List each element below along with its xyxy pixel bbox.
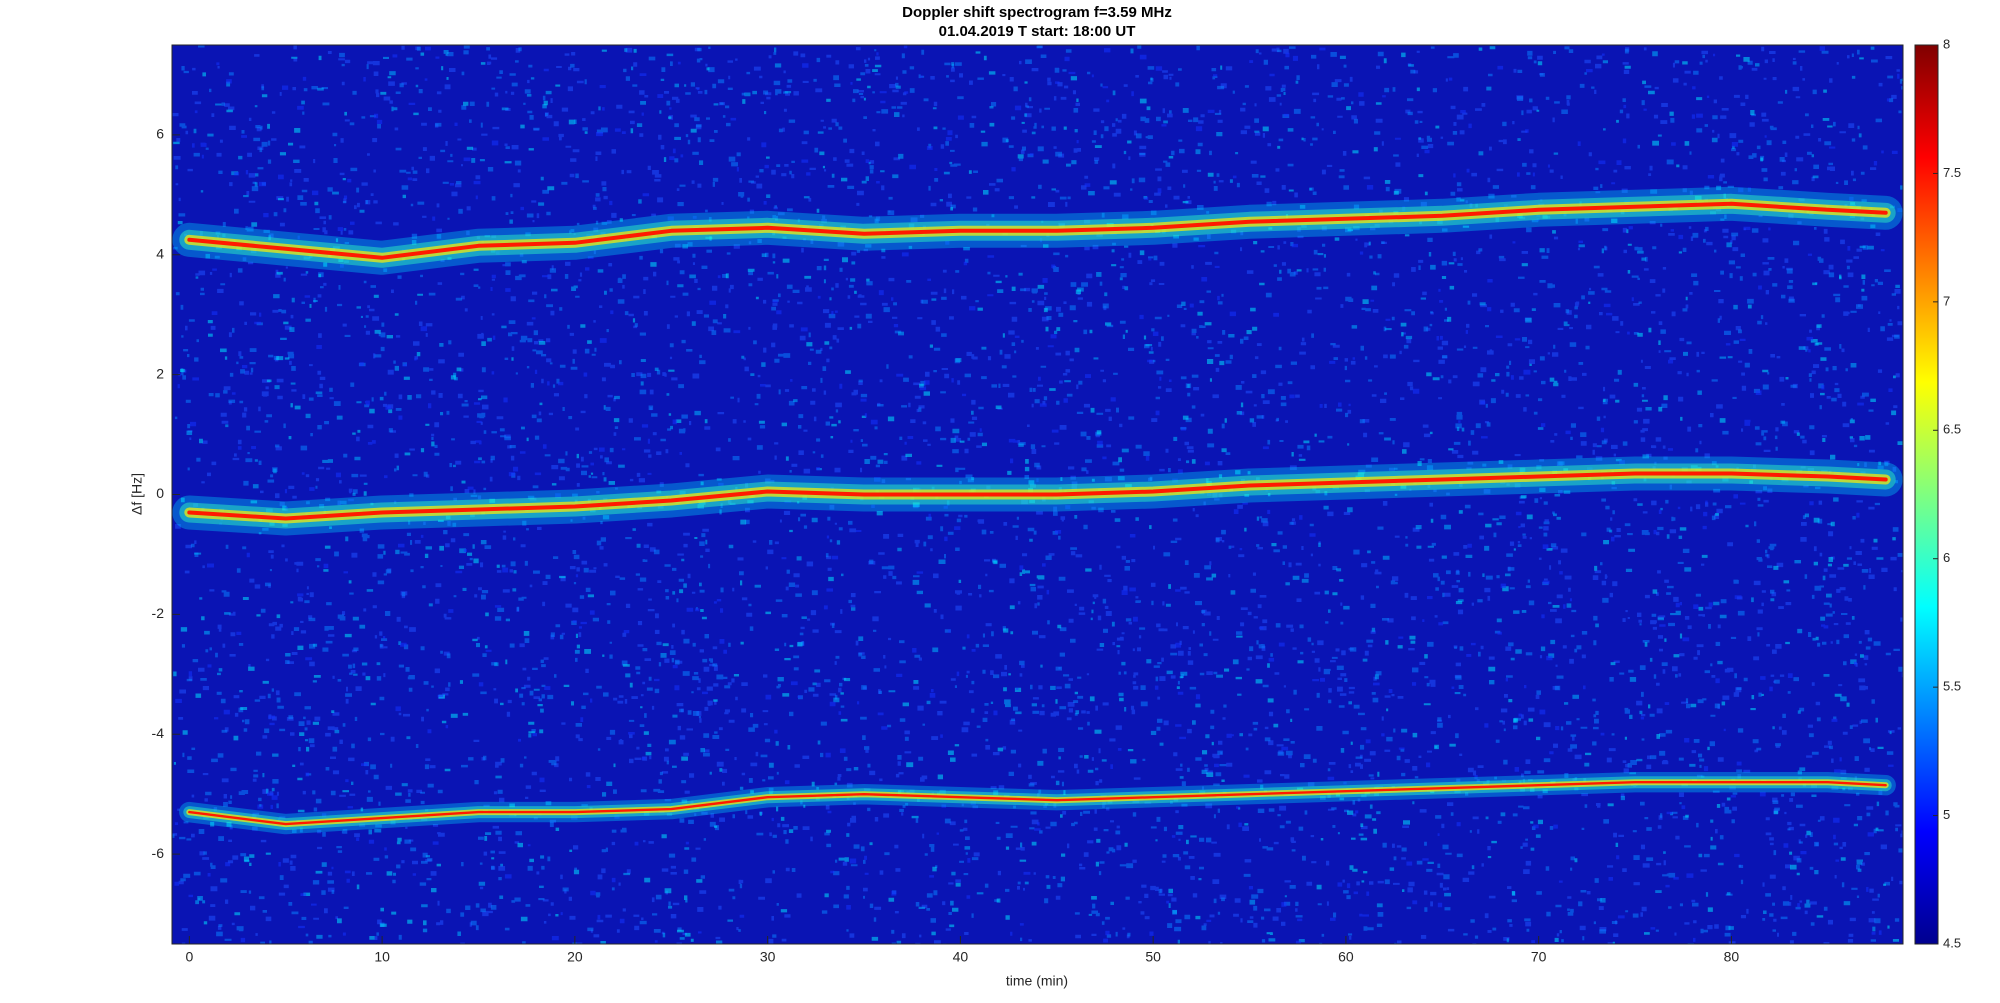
colorbar-tick-label: 7.5 [1943,165,1961,180]
chart-subtitle: 01.04.2019 T start: 18:00 UT [939,23,1136,40]
x-tick-label: 40 [953,949,969,965]
band-trace [188,781,1887,826]
y-tick-label: -6 [152,845,165,861]
x-tick-label: 30 [760,949,776,965]
x-tick-label: 80 [1724,949,1740,965]
x-tick-label: 20 [567,949,583,965]
x-tick-label: 60 [1338,949,1354,965]
band-trace [187,201,1888,260]
x-tick-label: 70 [1531,949,1547,965]
y-tick-label: 2 [156,365,164,381]
colorbar-tick-label: 5 [1943,807,1950,822]
noise [180,46,1903,944]
chart-title: Doppler shift spectrogram f=3.59 MHz [902,4,1172,21]
y-tick-label: 6 [156,126,164,142]
y-tick-label: -2 [152,605,165,621]
noise [172,45,1903,944]
y-tick-label: 0 [156,485,164,501]
y-tick-label: 4 [156,245,164,261]
x-axis-label: time (min) [1006,973,1068,989]
band-trace [187,471,1888,521]
x-tick-label: 10 [374,949,390,965]
x-tick-label: 50 [1145,949,1161,965]
colorbar-tick-label: 8 [1943,36,1950,51]
colorbar-tick-label: 5.5 [1943,679,1961,694]
colorbar-tick-label: 7 [1943,293,1950,308]
colorbar-tick-label: 4.5 [1943,935,1961,950]
y-tick-label: -4 [152,725,165,741]
colorbar [1914,44,1939,945]
plot-area [172,45,1903,944]
colorbar-tick-label: 6 [1943,550,1950,565]
x-tick-label: 0 [185,949,193,965]
y-axis-label: Δf [Hz] [129,473,145,515]
colorbar-tick-label: 6.5 [1943,422,1961,437]
